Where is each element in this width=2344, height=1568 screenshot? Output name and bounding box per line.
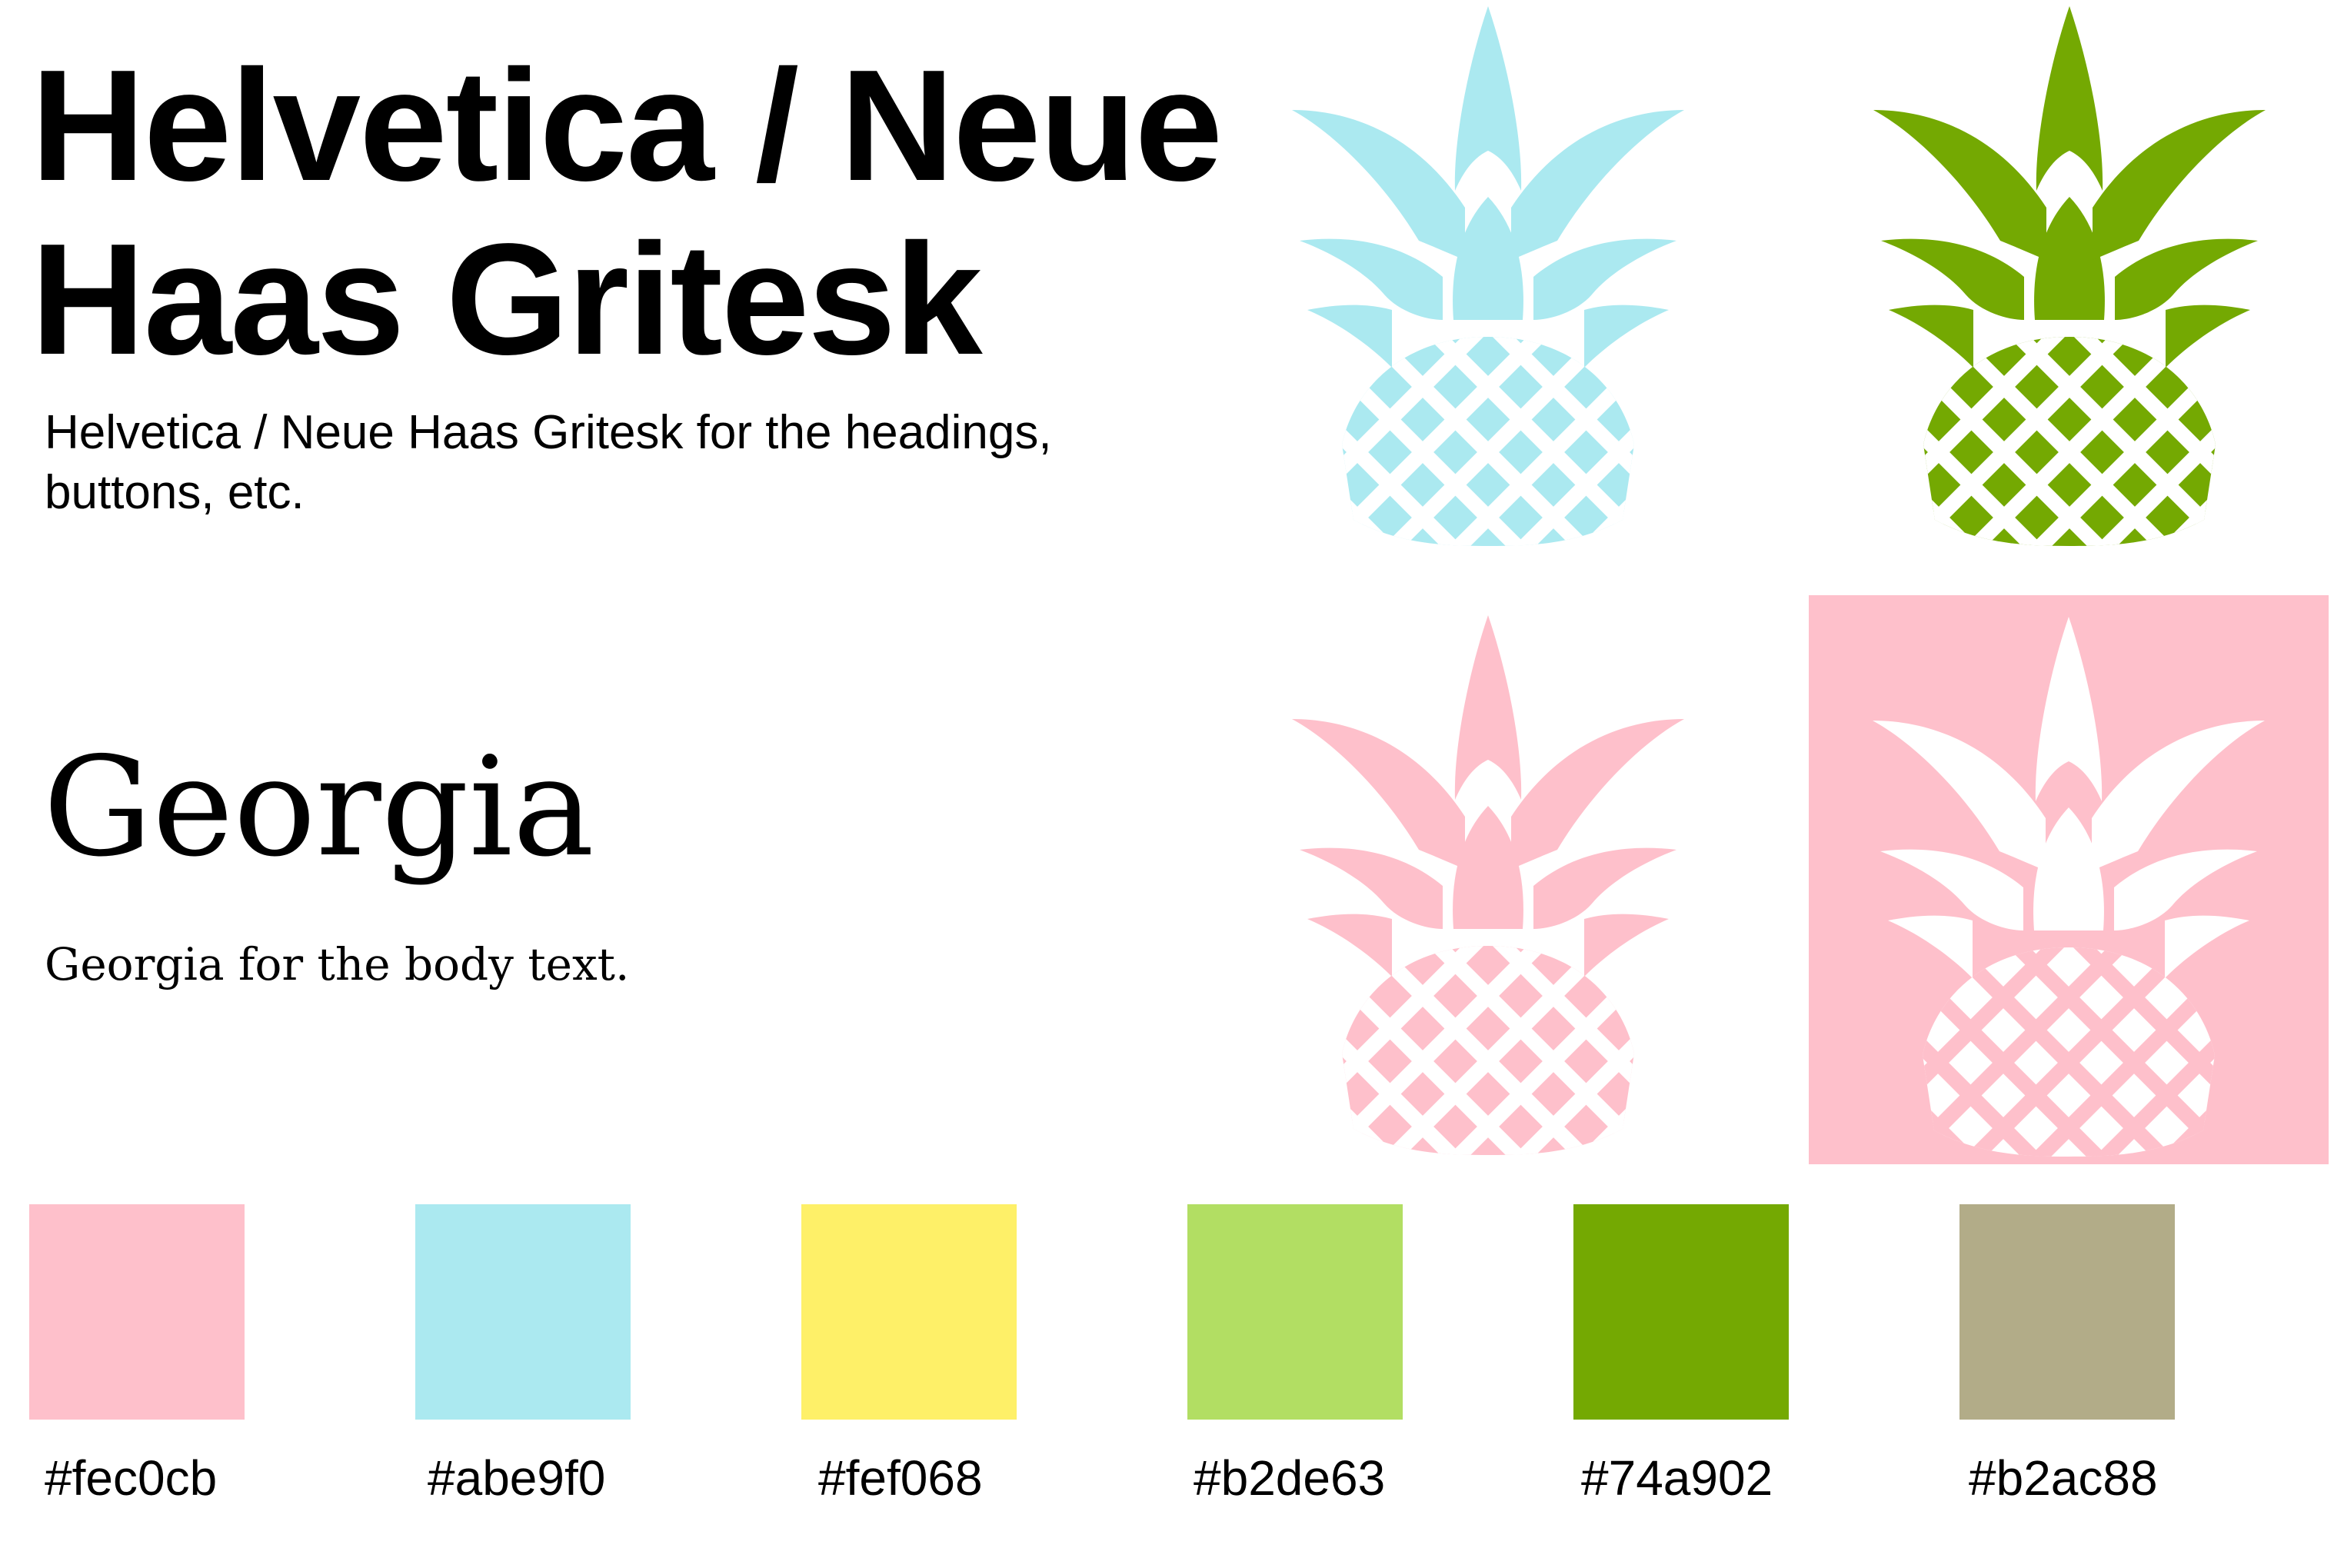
pineapple-icon [1873, 6, 2266, 546]
color-hex-label: #fef068 [818, 1450, 983, 1506]
pineapple-logo-blue [1292, 6, 1684, 546]
heading-font-sample: Helvetica / Neue Haas Gritesk [31, 38, 1261, 386]
color-swatch-yellow [801, 1204, 1017, 1420]
color-swatch-blue [415, 1204, 631, 1420]
heading-font-description-line1: Helvetica / Neue Haas Gritesk for the he… [45, 406, 1052, 459]
pineapple-logo-inverse [1873, 617, 2265, 1157]
color-hex-label: #74a902 [1581, 1450, 1773, 1506]
color-hex-label: #b2de63 [1194, 1450, 1386, 1506]
pineapple-icon [1292, 615, 1684, 1155]
heading-font-title-line2: Haas Gritesk [31, 211, 983, 388]
color-hex-label: #fec0cb [45, 1450, 218, 1506]
heading-font-title-line1: Helvetica / Neue [31, 37, 1223, 214]
heading-font-description: Helvetica / Neue Haas Gritesk for the he… [45, 403, 1244, 523]
color-swatch-pink [29, 1204, 245, 1420]
body-font-title: Georgia [43, 727, 594, 887]
body-font-description: Georgia for the body text. [45, 938, 630, 990]
pineapple-logo-inverse-box [1809, 595, 2329, 1164]
color-swatch-khaki [1959, 1204, 2175, 1420]
pineapple-logo-pink [1292, 615, 1684, 1155]
heading-font-description-line2: buttons, etc. [45, 466, 305, 519]
pineapple-icon [1292, 6, 1684, 546]
color-hex-label: #b2ac88 [1969, 1450, 2158, 1506]
pineapple-icon [1873, 617, 2265, 1157]
color-swatch-green [1573, 1204, 1789, 1420]
color-swatch-light-green [1187, 1204, 1403, 1420]
pineapple-logo-green [1873, 6, 2266, 546]
color-hex-label: #abe9f0 [428, 1450, 606, 1506]
